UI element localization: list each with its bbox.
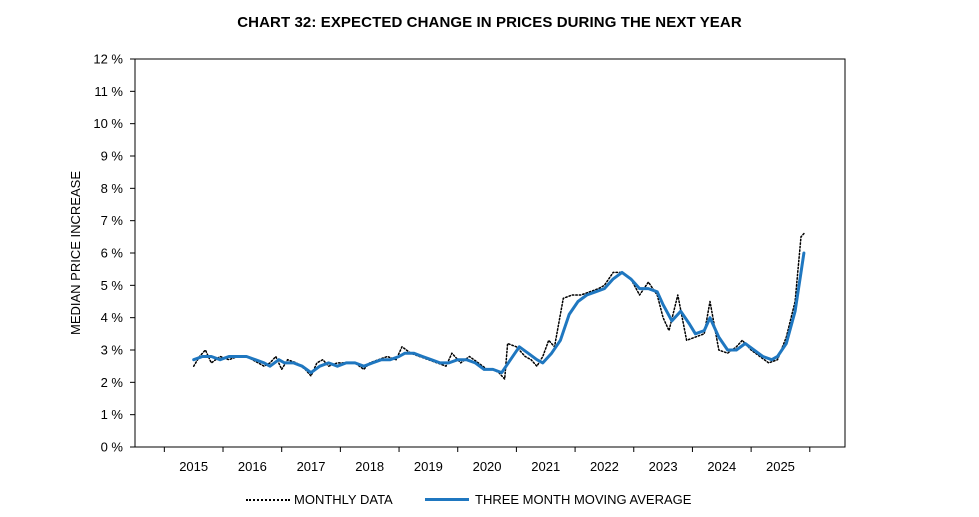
y-tick-label: 2 % xyxy=(101,375,124,390)
x-tick-label: 2023 xyxy=(649,459,678,474)
chart-title: CHART 32: EXPECTED CHANGE IN PRICES DURI… xyxy=(237,14,742,31)
legend: MONTHLY DATA THREE MONTH MOVING AVERAGE xyxy=(0,492,979,512)
y-tick-label: 11 % xyxy=(94,84,123,99)
legend-swatch-dotted xyxy=(246,498,290,501)
series-line-monthly-data xyxy=(192,232,805,380)
x-tick-label: 2018 xyxy=(355,459,384,474)
y-tick-label: 8 % xyxy=(101,181,124,196)
y-tick-label: 6 % xyxy=(101,246,124,261)
x-tick-label: 2021 xyxy=(531,459,560,474)
y-tick-label: 3 % xyxy=(101,343,124,358)
legend-item-monthly: MONTHLY DATA xyxy=(246,492,393,507)
x-tick-label: 2020 xyxy=(473,459,502,474)
x-tick-label: 2025 xyxy=(766,459,795,474)
legend-label: MONTHLY DATA xyxy=(294,492,393,507)
series-line-moving-average xyxy=(192,251,806,375)
x-tick-label: 2017 xyxy=(297,459,326,474)
y-tick-label: 10 % xyxy=(93,116,123,131)
legend-swatch-solid xyxy=(425,498,469,501)
y-tick-label: 0 % xyxy=(101,440,124,455)
plot-area xyxy=(134,58,846,448)
x-tick-label: 2019 xyxy=(414,459,443,474)
y-tick-label: 5 % xyxy=(101,278,124,293)
y-tick-label: 12 % xyxy=(93,52,123,67)
legend-item-moving-average: THREE MONTH MOVING AVERAGE xyxy=(425,492,691,507)
legend-label: THREE MONTH MOVING AVERAGE xyxy=(475,492,692,507)
x-tick-label: 2024 xyxy=(707,459,736,474)
x-tick-label: 2015 xyxy=(179,459,208,474)
y-tick-label: 4 % xyxy=(101,310,124,325)
y-tick-label: 7 % xyxy=(101,213,124,228)
y-axis-label: MEDIAN PRICE INCREASE xyxy=(68,171,83,335)
x-tick-label: 2022 xyxy=(590,459,619,474)
x-tick-label: 2016 xyxy=(238,459,267,474)
y-tick-label: 1 % xyxy=(101,407,124,422)
y-tick-label: 9 % xyxy=(101,149,124,164)
